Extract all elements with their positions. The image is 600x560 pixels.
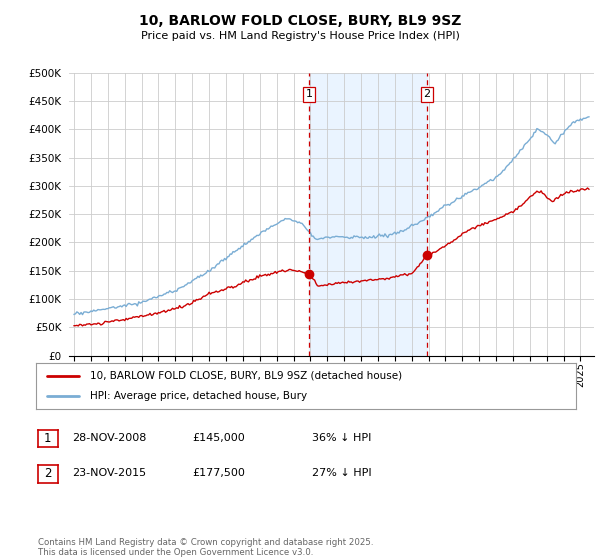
Text: £145,000: £145,000 xyxy=(192,433,245,443)
Text: 27% ↓ HPI: 27% ↓ HPI xyxy=(312,468,371,478)
Text: Price paid vs. HM Land Registry's House Price Index (HPI): Price paid vs. HM Land Registry's House … xyxy=(140,31,460,41)
Text: 28-NOV-2008: 28-NOV-2008 xyxy=(72,433,146,443)
Text: 1: 1 xyxy=(44,432,52,445)
Text: 2: 2 xyxy=(44,467,52,480)
Text: 10, BARLOW FOLD CLOSE, BURY, BL9 9SZ: 10, BARLOW FOLD CLOSE, BURY, BL9 9SZ xyxy=(139,14,461,28)
Text: 2: 2 xyxy=(424,89,430,99)
Text: 36% ↓ HPI: 36% ↓ HPI xyxy=(312,433,371,443)
Text: HPI: Average price, detached house, Bury: HPI: Average price, detached house, Bury xyxy=(90,391,307,401)
Text: 10, BARLOW FOLD CLOSE, BURY, BL9 9SZ (detached house): 10, BARLOW FOLD CLOSE, BURY, BL9 9SZ (de… xyxy=(90,371,402,381)
Text: £177,500: £177,500 xyxy=(192,468,245,478)
Text: Contains HM Land Registry data © Crown copyright and database right 2025.
This d: Contains HM Land Registry data © Crown c… xyxy=(38,538,373,557)
Bar xyxy=(309,73,427,356)
Text: 1: 1 xyxy=(305,89,313,99)
Text: 23-NOV-2015: 23-NOV-2015 xyxy=(72,468,146,478)
